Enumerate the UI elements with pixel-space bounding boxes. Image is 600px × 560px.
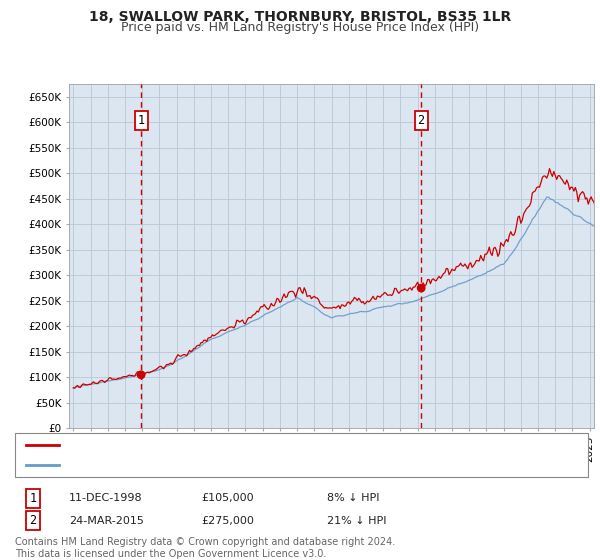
Text: 24-MAR-2015: 24-MAR-2015 (69, 516, 144, 526)
Point (416, 283, 426, 292)
Point (136, 370, 146, 379)
Text: 2: 2 (29, 514, 37, 528)
Text: Contains HM Land Registry data © Crown copyright and database right 2024.
This d: Contains HM Land Registry data © Crown c… (15, 537, 395, 559)
Text: 18, SWALLOW PARK, THORNBURY, BRISTOL, BS35 1LR (detached house): 18, SWALLOW PARK, THORNBURY, BRISTOL, BS… (64, 440, 467, 450)
Text: 1: 1 (29, 492, 37, 505)
Text: £105,000: £105,000 (201, 493, 254, 503)
Text: 11-DEC-1998: 11-DEC-1998 (69, 493, 143, 503)
Text: 18, SWALLOW PARK, THORNBURY, BRISTOL, BS35 1LR: 18, SWALLOW PARK, THORNBURY, BRISTOL, BS… (89, 10, 511, 24)
Text: 2: 2 (418, 114, 425, 127)
Text: £275,000: £275,000 (201, 516, 254, 526)
Text: HPI: Average price, detached house, South Gloucestershire: HPI: Average price, detached house, Sout… (64, 460, 394, 470)
Text: 21% ↓ HPI: 21% ↓ HPI (327, 516, 386, 526)
Text: Price paid vs. HM Land Registry's House Price Index (HPI): Price paid vs. HM Land Registry's House … (121, 21, 479, 34)
Text: 1: 1 (137, 114, 145, 127)
Text: 8% ↓ HPI: 8% ↓ HPI (327, 493, 380, 503)
